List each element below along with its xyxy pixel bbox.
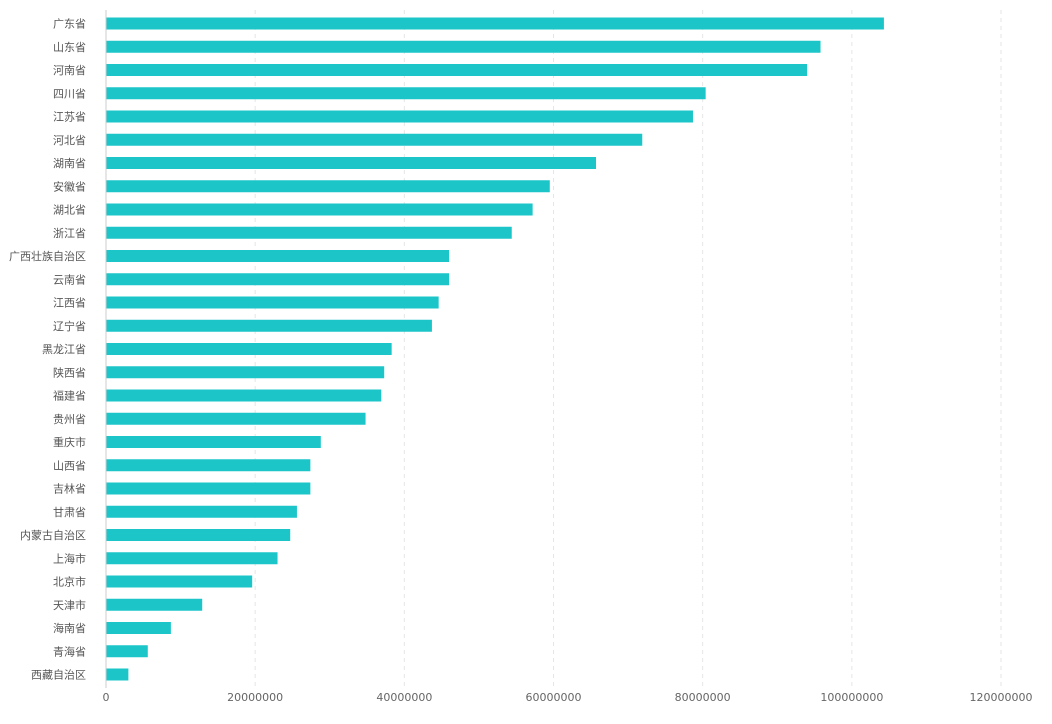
- y-category-label: 河北省: [53, 134, 86, 147]
- y-category-label: 河南省: [53, 64, 86, 77]
- y-category-label: 重庆市: [53, 435, 86, 449]
- y-category-label: 北京市: [53, 575, 86, 589]
- y-category-label: 湖南省: [53, 157, 86, 170]
- bar[interactable]: [106, 529, 291, 541]
- bar[interactable]: [106, 366, 385, 379]
- bar[interactable]: [106, 87, 706, 100]
- y-category-label: 黑龙江省: [42, 343, 86, 356]
- y-category-label: 贵州省: [53, 413, 86, 426]
- bar[interactable]: [106, 273, 450, 286]
- x-tick-label: 0: [103, 691, 110, 704]
- y-category-label: 陕西省: [53, 365, 86, 379]
- y-category-label: 广西壮族自治区: [9, 249, 86, 263]
- y-category-label: 云南省: [53, 273, 86, 286]
- bar[interactable]: [106, 343, 392, 355]
- y-category-label: 福建省: [53, 389, 86, 403]
- bar[interactable]: [106, 482, 311, 495]
- bar[interactable]: [106, 552, 278, 565]
- y-category-label: 山西省: [53, 459, 86, 472]
- x-tick-label: 40000000: [376, 691, 432, 704]
- bars: [106, 17, 884, 681]
- x-tick-label: 60000000: [526, 691, 582, 704]
- y-category-label: 吉林省: [53, 482, 86, 496]
- bar[interactable]: [106, 226, 512, 239]
- x-axis-labels: 0 20000000 40000000 60000000 80000000 1000000…: [103, 691, 1033, 704]
- bar[interactable]: [106, 645, 148, 658]
- x-tick-label: 20000000: [227, 691, 283, 704]
- bar[interactable]: [106, 296, 439, 309]
- bar[interactable]: [106, 412, 366, 425]
- y-category-label: 青海省: [53, 644, 86, 658]
- y-category-label: 辽宁省: [53, 319, 86, 333]
- bar[interactable]: [106, 459, 311, 472]
- y-category-label: 安徽省: [53, 179, 86, 193]
- bar[interactable]: [106, 668, 129, 681]
- x-tick-label: 100000000: [820, 691, 883, 704]
- bar[interactable]: [106, 505, 297, 518]
- y-category-label: 上海市: [53, 551, 86, 565]
- bar[interactable]: [106, 622, 171, 634]
- bar[interactable]: [106, 250, 450, 262]
- x-tick-label: 120000000: [970, 691, 1033, 704]
- y-category-label: 江苏省: [53, 111, 86, 124]
- bar[interactable]: [106, 598, 203, 611]
- y-category-label: 四川省: [53, 87, 86, 100]
- x-tick-label: 80000000: [675, 691, 731, 704]
- bar[interactable]: [106, 389, 382, 402]
- y-category-label: 天津市: [53, 598, 86, 612]
- y-category-label: 海南省: [53, 621, 86, 635]
- y-category-label: 广东省: [53, 18, 86, 31]
- bar[interactable]: [106, 203, 533, 216]
- bar[interactable]: [106, 133, 643, 146]
- bar[interactable]: [106, 319, 432, 332]
- y-category-label: 甘肃省: [53, 506, 86, 519]
- bar[interactable]: [106, 64, 808, 76]
- bar[interactable]: [106, 575, 253, 588]
- y-category-label: 西藏自治区: [31, 668, 86, 682]
- y-category-label: 内蒙古自治区: [20, 528, 86, 542]
- bar[interactable]: [106, 436, 321, 448]
- bar[interactable]: [106, 180, 550, 193]
- y-category-label: 浙江省: [53, 227, 86, 240]
- y-axis-labels: 广东省山东省河南省四川省江苏省河北省湖南省安徽省湖北省浙江省广西壮族自治区云南省…: [9, 18, 86, 682]
- bar[interactable]: [106, 17, 884, 30]
- bar[interactable]: [106, 110, 693, 123]
- bar[interactable]: [106, 157, 597, 169]
- y-category-label: 江西省: [53, 297, 86, 310]
- y-category-label: 湖北省: [53, 204, 86, 217]
- y-category-label: 山东省: [53, 41, 86, 54]
- bar[interactable]: [106, 40, 821, 53]
